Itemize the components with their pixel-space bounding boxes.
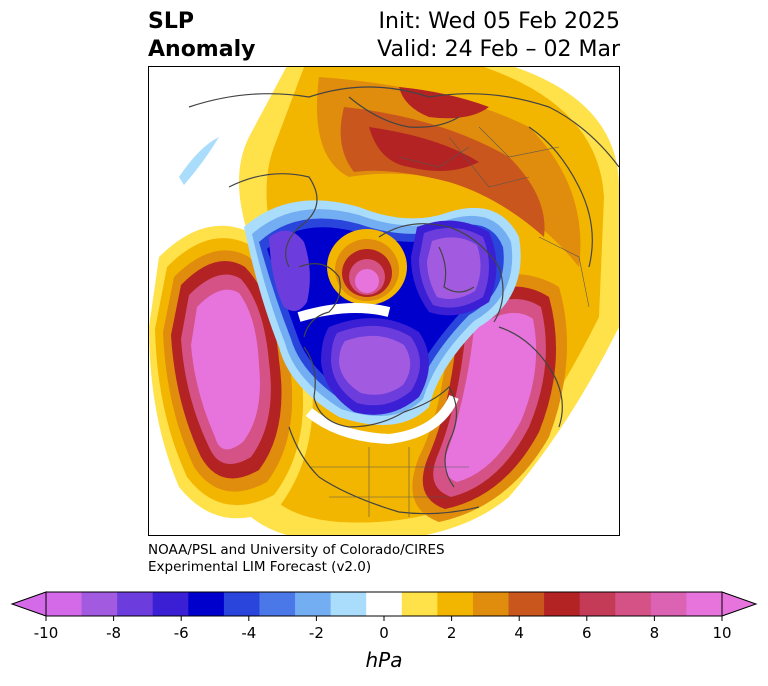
- colorbar-bin: [46, 592, 83, 616]
- arctic-positive-pocket: [327, 229, 407, 305]
- colorbar-tick-label: 10: [712, 624, 731, 642]
- valid-period: Valid: 24 Feb – 02 Mar: [377, 37, 620, 62]
- colorbar-bin: [152, 592, 189, 616]
- colorbar-bin: [223, 592, 260, 616]
- colorbar-bin: [686, 592, 723, 616]
- colorbar-unit-label: hPa: [365, 648, 403, 672]
- colorbar-bin: [366, 592, 403, 616]
- colorbar: -10 -8 -6 -4 -2 0 2 4 6 8 10: [0, 586, 768, 686]
- colorbar-bin: [81, 592, 118, 616]
- colorbar-bin: [650, 592, 687, 616]
- colorbar-tick-label: -8: [106, 624, 121, 642]
- coastlines: [188, 86, 619, 515]
- colorbar-bin: [401, 592, 438, 616]
- colorbar-tick-label: -10: [34, 624, 59, 642]
- colorbar-bin: [437, 592, 474, 616]
- colorbar-bin: [579, 592, 616, 616]
- colorbar-bin: [508, 592, 545, 616]
- colorbar-bin: [330, 592, 367, 616]
- anomaly-map: [148, 66, 620, 536]
- colorbar-tick-label: 6: [582, 624, 592, 642]
- colorbar-svg: -10 -8 -6 -4 -2 0 2 4 6 8 10: [10, 591, 758, 642]
- colorbar-bin: [615, 592, 652, 616]
- colorbar-bin: [472, 592, 510, 616]
- colorbar-bin: [188, 592, 225, 616]
- hudson-bay-negative-anomaly: [321, 318, 429, 415]
- colorbar-extend-low: [10, 591, 47, 617]
- colorbar-extend-high: [721, 591, 758, 617]
- colorbar-tick-label: 4: [514, 624, 524, 642]
- colorbar-tick-label: 0: [379, 624, 389, 642]
- kara-sea-negative-anomaly: [411, 220, 497, 316]
- near-zero-corridor: [297, 303, 459, 445]
- colorbar-tick-label: -4: [241, 624, 256, 642]
- north-atlantic-positive-anomaly: [412, 274, 567, 522]
- init-date: Init: Wed 05 Feb 2025: [378, 9, 620, 34]
- colorbar-tick-label: -2: [309, 624, 324, 642]
- canada-arctic-negative-anomaly: [269, 230, 310, 311]
- forecast-dates: Init: Wed 05 Feb 2025 Valid: 24 Feb – 02…: [377, 8, 620, 64]
- title-line-1: SLP: [148, 9, 194, 34]
- title-line-2: Anomaly: [148, 37, 256, 62]
- anomaly-map-svg: [149, 67, 619, 535]
- colorbar-bin: [544, 592, 581, 616]
- map-title: SLP Anomaly: [148, 8, 255, 64]
- political-borders: [309, 126, 590, 517]
- credit-text: NOAA/PSL and University of Colorado/CIRE…: [148, 542, 445, 576]
- colorbar-bin: [117, 592, 154, 616]
- colorbar-bin: [295, 592, 332, 616]
- colorbar-bin: [259, 592, 296, 616]
- colorbar-tick-label: 2: [447, 624, 457, 642]
- colorbar-tick-label: 8: [650, 624, 660, 642]
- credit-line-1: NOAA/PSL and University of Colorado/CIRE…: [148, 542, 445, 558]
- colorbar-tick-label: -6: [174, 624, 189, 642]
- credit-line-2: Experimental LIM Forecast (v2.0): [148, 559, 372, 575]
